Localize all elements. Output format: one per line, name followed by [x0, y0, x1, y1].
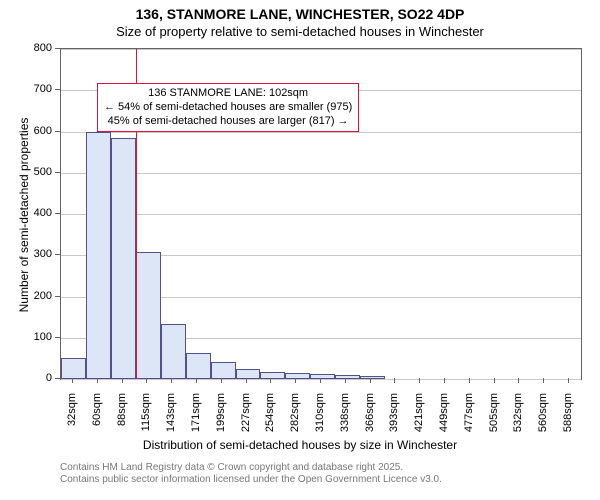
y-tick-mark — [55, 254, 60, 255]
histogram-bar — [111, 138, 136, 379]
x-tick-mark — [345, 378, 346, 383]
x-tick-label: 143sqm — [165, 393, 177, 443]
x-tick-label: 171sqm — [190, 393, 202, 443]
y-tick-label: 300 — [12, 248, 52, 260]
y-tick-mark — [55, 131, 60, 132]
x-tick-label: 449sqm — [438, 393, 450, 443]
x-tick-mark — [518, 378, 519, 383]
footer-attribution: Contains HM Land Registry data © Crown c… — [60, 462, 442, 486]
x-tick-label: 199sqm — [215, 393, 227, 443]
x-tick-mark — [568, 378, 569, 383]
histogram-bar — [86, 132, 111, 379]
x-tick-label: 227sqm — [240, 393, 252, 443]
annotation-line: ← 54% of semi-detached houses are smalle… — [104, 101, 352, 115]
annotation-callout: 136 STANMORE LANE: 102sqm← 54% of semi-d… — [97, 83, 359, 132]
histogram-bar — [186, 353, 211, 379]
x-tick-label: 588sqm — [562, 393, 574, 443]
histogram-bar — [335, 375, 360, 379]
x-tick-mark — [72, 378, 73, 383]
y-tick-mark — [55, 213, 60, 214]
x-tick-mark — [295, 378, 296, 383]
x-tick-mark — [543, 378, 544, 383]
x-tick-mark — [221, 378, 222, 383]
x-tick-label: 60sqm — [91, 393, 103, 443]
chart-title: 136, STANMORE LANE, WINCHESTER, SO22 4DP — [0, 6, 600, 22]
x-tick-label: 366sqm — [364, 393, 376, 443]
y-tick-mark — [55, 172, 60, 173]
x-tick-mark — [320, 378, 321, 383]
y-tick-mark — [55, 378, 60, 379]
histogram-bar — [161, 324, 186, 379]
y-tick-mark — [55, 89, 60, 90]
x-tick-label: 32sqm — [66, 393, 78, 443]
chart-container: 136, STANMORE LANE, WINCHESTER, SO22 4DP… — [0, 0, 600, 500]
x-tick-mark — [122, 378, 123, 383]
x-tick-mark — [444, 378, 445, 383]
y-tick-label: 700 — [12, 83, 52, 95]
histogram-bar — [61, 358, 86, 379]
x-tick-label: 560sqm — [537, 393, 549, 443]
x-tick-mark — [146, 378, 147, 383]
y-tick-label: 600 — [12, 125, 52, 137]
footer-line-2: Contains public sector information licen… — [60, 474, 442, 486]
x-tick-label: 115sqm — [140, 393, 152, 443]
x-tick-label: 421sqm — [413, 393, 425, 443]
histogram-bar — [260, 372, 285, 379]
grid-line — [61, 49, 581, 50]
x-tick-mark — [469, 378, 470, 383]
footer-line-1: Contains HM Land Registry data © Crown c… — [60, 462, 442, 474]
x-tick-label: 88sqm — [116, 393, 128, 443]
annotation-line: 45% of semi-detached houses are larger (… — [104, 115, 352, 129]
x-tick-mark — [394, 378, 395, 383]
grid-line — [61, 214, 581, 215]
y-tick-label: 400 — [12, 207, 52, 219]
histogram-bar — [211, 362, 236, 379]
y-tick-label: 0 — [12, 372, 52, 384]
histogram-bar — [285, 373, 310, 379]
y-tick-mark — [55, 337, 60, 338]
x-tick-mark — [196, 378, 197, 383]
grid-line — [61, 379, 581, 380]
x-tick-label: 282sqm — [289, 393, 301, 443]
x-tick-label: 505sqm — [488, 393, 500, 443]
histogram-bar — [236, 369, 261, 379]
histogram-bar — [136, 252, 161, 379]
x-tick-mark — [97, 378, 98, 383]
x-axis-label: Distribution of semi-detached houses by … — [0, 438, 600, 452]
y-tick-label: 100 — [12, 331, 52, 343]
y-tick-label: 500 — [12, 166, 52, 178]
x-tick-label: 254sqm — [264, 393, 276, 443]
grid-line — [61, 173, 581, 174]
plot-area: 136 STANMORE LANE: 102sqm← 54% of semi-d… — [60, 48, 582, 380]
y-tick-mark — [55, 296, 60, 297]
x-tick-label: 310sqm — [314, 393, 326, 443]
annotation-line: 136 STANMORE LANE: 102sqm — [104, 87, 352, 101]
x-tick-label: 393sqm — [388, 393, 400, 443]
chart-subtitle: Size of property relative to semi-detach… — [0, 24, 600, 39]
y-tick-label: 200 — [12, 290, 52, 302]
histogram-bar — [310, 374, 335, 379]
x-tick-label: 477sqm — [463, 393, 475, 443]
x-tick-label: 338sqm — [339, 393, 351, 443]
x-tick-mark — [270, 378, 271, 383]
x-tick-mark — [171, 378, 172, 383]
x-tick-mark — [370, 378, 371, 383]
histogram-bar — [360, 376, 385, 379]
x-tick-mark — [494, 378, 495, 383]
y-tick-label: 800 — [12, 42, 52, 54]
x-tick-label: 532sqm — [512, 393, 524, 443]
y-tick-mark — [55, 48, 60, 49]
x-tick-mark — [419, 378, 420, 383]
x-tick-mark — [246, 378, 247, 383]
